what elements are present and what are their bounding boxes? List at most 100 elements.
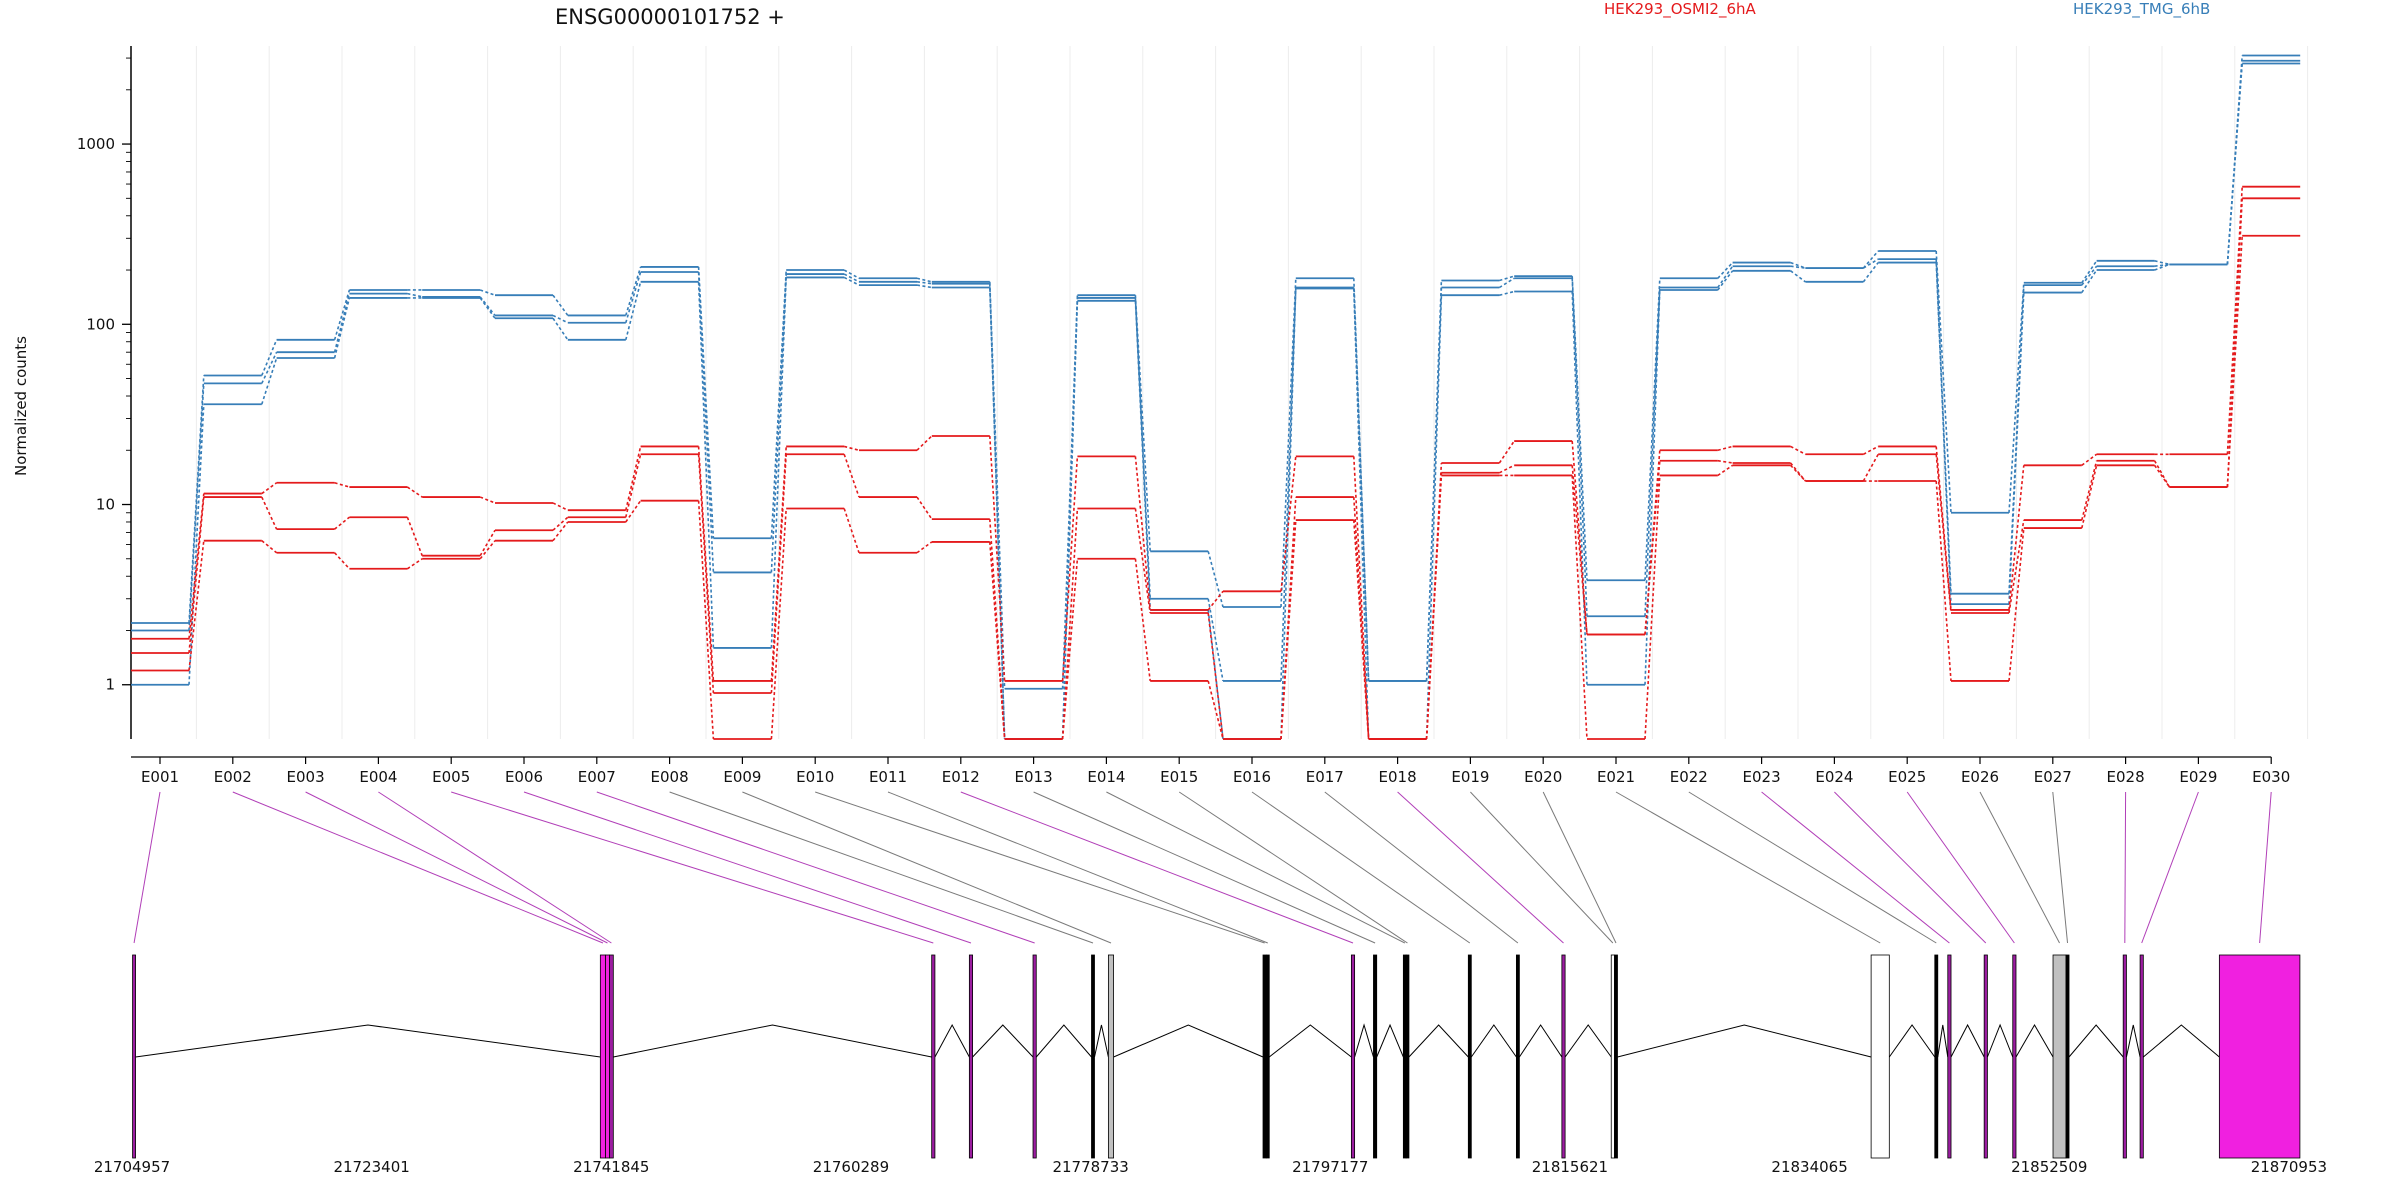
- connector-series-3: [1935, 262, 1952, 605]
- connector-series-2: [1790, 265, 1806, 269]
- intron-line: [2015, 1024, 2054, 1058]
- connector-series-3: [261, 357, 278, 405]
- connector-series-2: [188, 383, 205, 631]
- connector-series-1: [261, 339, 278, 376]
- link-E025: [1906, 791, 2015, 944]
- connector-series-2: [1862, 258, 1879, 269]
- connector-series-4: [2008, 465, 2025, 611]
- connector-series-5: [406, 516, 423, 556]
- x-tick-label-E003: E003: [287, 768, 325, 786]
- exon-E004: [609, 954, 614, 1159]
- legend-osmi2: HEK293_OSMI2_6hA: [1604, 0, 1757, 19]
- x-tick-label-E004: E004: [359, 768, 397, 786]
- connector-series-2: [2081, 265, 2098, 286]
- genomic-tick-label: 21815621: [1532, 1158, 1608, 1176]
- intron-line: [972, 1024, 1034, 1058]
- connector-series-5: [2226, 198, 2243, 488]
- link-E002: [232, 791, 604, 944]
- connector-series-6: [843, 508, 860, 554]
- connector-series-6: [1280, 519, 1297, 740]
- connector-series-4: [916, 435, 933, 451]
- y-tick-label-1000: 1000: [77, 135, 115, 153]
- y-axis-label: Normalized counts: [12, 336, 30, 476]
- connector-series-5: [479, 529, 496, 557]
- intron-line: [1268, 1024, 1352, 1058]
- link-E028: [2124, 791, 2127, 944]
- connector-series-4: [1280, 456, 1297, 592]
- connector-series-6: [625, 500, 642, 523]
- connector-series-2: [843, 273, 860, 283]
- connector-series-1: [188, 375, 205, 624]
- connector-series-2: [407, 292, 423, 298]
- link-E006: [523, 791, 972, 944]
- connector-series-3: [1717, 270, 1734, 291]
- x-tick-label-E028: E028: [2107, 768, 2145, 786]
- connector-series-2: [1207, 598, 1224, 682]
- gene-model: [132, 954, 2301, 1159]
- connector-series-5: [1571, 465, 1588, 635]
- x-axis-exons: E001 E002 E003 E004 E005 E006 E007 E008 E009 E010…: [131, 756, 2290, 786]
- connector-series-6: [2226, 235, 2243, 488]
- exon-E027: [2065, 954, 2070, 1159]
- connector-series-6: [1353, 519, 1370, 740]
- connector-series-1: [1717, 262, 1734, 279]
- connector-series-5: [1499, 464, 1515, 474]
- connector-series-6: [697, 500, 715, 740]
- link-E017: [1324, 791, 1519, 944]
- connector-series-3: [1134, 300, 1151, 610]
- connector-series-5: [1717, 459, 1733, 464]
- connector-series-5: [1935, 454, 1952, 614]
- connector-series-1: [2081, 260, 2098, 284]
- connector-series-3: [2008, 292, 2025, 605]
- x-tick-label-E005: E005: [432, 768, 470, 786]
- exon-E023: [1947, 954, 1952, 1159]
- y-axis: 1 10 100 1000: [77, 46, 132, 739]
- x-tick-label-E019: E019: [1451, 768, 1489, 786]
- intron-line: [2068, 1024, 2124, 1058]
- connector-series-3: [2226, 63, 2243, 265]
- link-E005: [451, 791, 934, 944]
- connector-series-3: [625, 281, 642, 341]
- intron-line: [1035, 1024, 1092, 1058]
- link-E012: [960, 791, 1354, 944]
- connector-series-3: [1280, 288, 1297, 740]
- connector-series-5: [1353, 497, 1370, 740]
- exon-E024: [1983, 954, 1988, 1159]
- connector-series-6: [479, 540, 496, 560]
- connector-series-6: [552, 521, 569, 542]
- exon-E013: [1373, 954, 1378, 1159]
- exon-E008: [1091, 954, 1095, 1159]
- connector-series-1: [1207, 551, 1224, 608]
- connector-series-3: [843, 276, 860, 286]
- connector-series-3: [1425, 295, 1443, 740]
- x-tick-label-E026: E026: [1961, 768, 1999, 786]
- connector-series-2: [1571, 278, 1588, 617]
- link-E030: [2259, 791, 2272, 944]
- link-E003: [305, 791, 608, 944]
- x-tick-label-E001: E001: [141, 768, 179, 786]
- connector-series-3: [2081, 269, 2098, 293]
- x-tick-label-E017: E017: [1306, 768, 1344, 786]
- intron-line: [1470, 1024, 1517, 1058]
- x-tick-label-E018: E018: [1379, 768, 1417, 786]
- exon-E025: [2012, 954, 2017, 1159]
- x-tick-label-E027: E027: [2034, 768, 2072, 786]
- connector-series-3: [770, 277, 787, 648]
- connector-series-3: [333, 297, 351, 359]
- connector-series-3: [916, 284, 932, 289]
- genomic-axis: 21704957 21723401 21741845 21760289 21778733…: [94, 1158, 2327, 1176]
- connector-series-4: [406, 486, 423, 498]
- intron-line: [1518, 1024, 1563, 1058]
- connector-series-3: [479, 297, 496, 319]
- connector-series-4: [1717, 445, 1733, 452]
- series-lines: [131, 46, 2309, 740]
- connector-series-3: [188, 404, 205, 685]
- intron-line: [1094, 1024, 1109, 1058]
- connector-series-6: [1935, 480, 1952, 681]
- connector-series-6: [1790, 464, 1806, 482]
- connector-series-4: [844, 445, 860, 452]
- intron-line: [1408, 1024, 1469, 1058]
- x-tick-label-E021: E021: [1597, 768, 1635, 786]
- x-tick-label-E014: E014: [1087, 768, 1125, 786]
- connector-series-4: [1790, 445, 1806, 455]
